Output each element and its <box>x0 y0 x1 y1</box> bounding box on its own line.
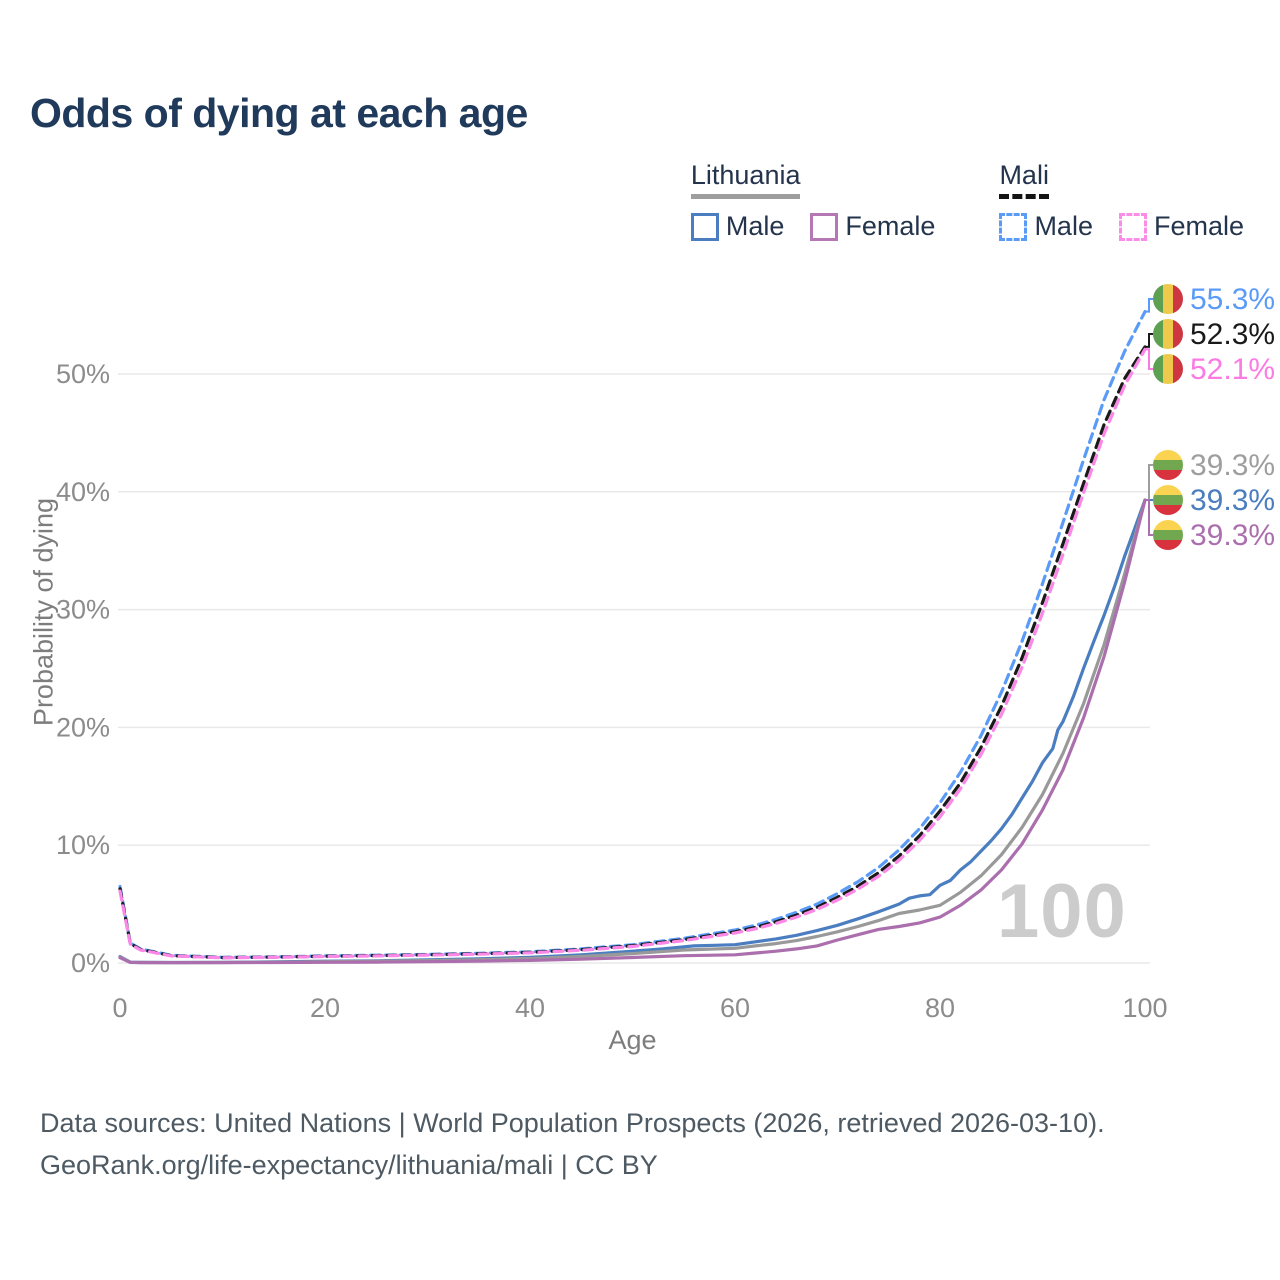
y-tick-label: 40% <box>56 477 110 507</box>
x-tick-label: 40 <box>515 993 545 1023</box>
lithuania-flag-icon <box>1153 485 1183 515</box>
footer-attribution: GeoRank.org/life-expectancy/lithuania/ma… <box>40 1150 658 1180</box>
mali-female-swatch-icon <box>1118 212 1147 241</box>
end-value-label: 55.3% <box>1190 283 1275 316</box>
mali-flag-icon <box>1153 319 1183 349</box>
y-tick-label: 50% <box>56 359 110 389</box>
series-line-mali-female <box>118 347 1147 960</box>
y-tick-label: 0% <box>71 948 110 978</box>
series-line-lithuania-male <box>118 498 1147 965</box>
x-tick-label: 80 <box>925 993 955 1023</box>
end-value-label: 39.3% <box>1190 449 1275 482</box>
x-tick-label: 0 <box>112 993 127 1023</box>
legend-group-mali: Mali Male Female <box>999 160 1244 242</box>
lithuania-female-swatch-icon <box>810 212 839 241</box>
mali-flag-icon <box>1153 284 1183 314</box>
x-axis-title: Age <box>608 1025 656 1055</box>
series-line-lithuania <box>118 498 1147 965</box>
legend-item-mali-female[interactable]: Female <box>1118 211 1244 242</box>
series-line-mali-male <box>118 310 1147 959</box>
end-value-label: 52.1% <box>1190 353 1275 386</box>
mali-male-swatch-icon <box>999 212 1028 241</box>
y-tick-label: 20% <box>56 712 110 742</box>
lithuania-male-swatch-icon <box>690 212 719 241</box>
legend-item-lithuania-female[interactable]: Female <box>810 211 935 242</box>
y-tick-label: 30% <box>56 595 110 625</box>
legend-group-title-lithuania[interactable]: Lithuania <box>690 160 801 199</box>
end-value-label: 52.3% <box>1190 318 1275 351</box>
label-connector <box>1145 499 1153 536</box>
age-watermark: 100 <box>997 869 1127 954</box>
end-value-label: 39.3% <box>1190 519 1275 552</box>
lithuania-flag-icon <box>1153 450 1183 480</box>
series-line-lithuania-female <box>118 498 1147 965</box>
legend-item-label: Male <box>725 211 785 241</box>
label-connector <box>1145 333 1153 348</box>
x-tick-label: 20 <box>310 993 340 1023</box>
end-value-label: 39.3% <box>1190 484 1275 517</box>
series-line-mali <box>118 345 1147 960</box>
legend-item-mali-male[interactable]: Male <box>999 211 1093 242</box>
legend-item-label: Female <box>1153 211 1244 241</box>
mali-flag-icon <box>1153 354 1183 384</box>
y-tick-label: 10% <box>56 830 110 860</box>
legend-item-label: Female <box>845 211 936 241</box>
footer-sources: Data sources: United Nations | World Pop… <box>40 1108 1105 1138</box>
label-connector <box>1145 298 1153 313</box>
legend-item-label: Male <box>1034 211 1093 241</box>
lithuania-flag-icon <box>1153 520 1183 550</box>
x-tick-label: 60 <box>720 993 750 1023</box>
legend-group-title-mali[interactable]: Mali <box>999 160 1049 199</box>
legend: Lithuania Male Female Mali Male <box>690 160 1244 242</box>
legend-item-lithuania-male[interactable]: Male <box>690 211 785 242</box>
footer: Data sources: United Nations | World Pop… <box>40 1102 1105 1186</box>
label-connector <box>1145 348 1153 370</box>
x-tick-label: 100 <box>1122 993 1167 1023</box>
label-connector <box>1145 464 1153 501</box>
page-title: Odds of dying at each age <box>30 90 528 136</box>
legend-group-lithuania: Lithuania Male Female <box>690 160 935 242</box>
